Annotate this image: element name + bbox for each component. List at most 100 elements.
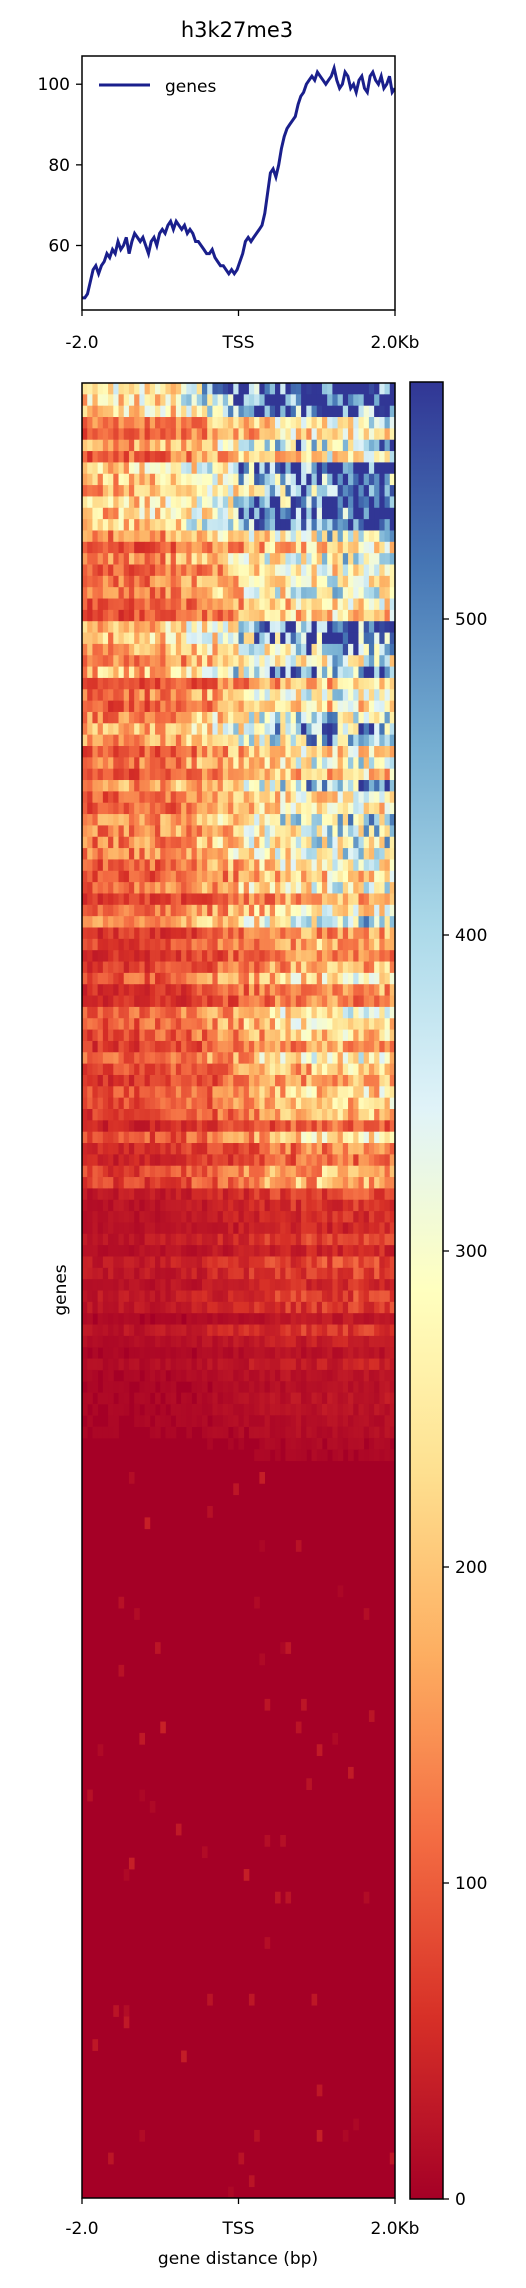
heatmap-cell <box>264 394 271 407</box>
heatmap-cell <box>389 1211 396 1223</box>
heatmap-cell <box>259 984 265 996</box>
heatmap-cell <box>108 1006 114 1019</box>
heatmap-cell <box>311 507 318 520</box>
heatmap-cell <box>128 836 135 849</box>
heatmap-cell <box>186 587 192 599</box>
heatmap-cell <box>118 1074 125 1087</box>
heatmap-cell <box>82 1256 88 1269</box>
heatmap-cell <box>134 1018 140 1030</box>
heatmap-cell <box>384 394 391 407</box>
heatmap-cell <box>217 1279 224 1291</box>
heatmap-cell <box>196 995 203 1008</box>
heatmap-cell <box>108 1086 114 1099</box>
heatmap-cell <box>222 802 229 815</box>
heatmap-cell <box>212 507 219 520</box>
heatmap-cell <box>337 609 344 622</box>
heatmap-cell <box>201 1109 208 1121</box>
heatmap-cell <box>316 405 323 418</box>
heatmap-cell <box>160 1267 166 1280</box>
heatmap-cell <box>295 632 302 645</box>
heatmap-cell <box>212 405 219 418</box>
heatmap-cell <box>348 1006 354 1019</box>
heatmap-cell <box>290 1279 297 1291</box>
heatmap-cell <box>269 621 276 633</box>
heatmap-cell <box>254 496 260 509</box>
heatmap-cell <box>186 1109 192 1121</box>
heatmap-cell <box>259 746 265 758</box>
heatmap-cell <box>212 1165 219 1178</box>
heatmap-cell <box>384 553 391 565</box>
heatmap-cell <box>363 405 370 418</box>
profile-x-tick-label: TSS <box>222 333 255 353</box>
heatmap-cell <box>97 1109 104 1121</box>
heatmap-cell <box>92 1018 99 1030</box>
heatmap-cell <box>368 485 375 497</box>
heatmap-cell <box>144 1188 151 1201</box>
heatmap-cell <box>295 1086 302 1099</box>
heatmap-cell <box>280 655 286 667</box>
heatmap-cell <box>191 1063 198 1076</box>
heatmap-cell <box>384 609 391 622</box>
heatmap-cell <box>264 417 271 429</box>
heatmap-cell <box>321 519 328 531</box>
heatmap-cell <box>259 870 265 883</box>
heatmap-cell <box>108 689 114 702</box>
heatmap-cell <box>301 950 307 962</box>
heatmap-cell <box>102 746 109 758</box>
heatmap-cell <box>342 530 349 543</box>
heatmap-cell <box>332 394 339 407</box>
heatmap-cell <box>374 689 380 702</box>
heatmap-cell <box>321 462 328 475</box>
heatmap-cell <box>139 1018 145 1030</box>
heatmap-cell <box>186 814 192 826</box>
heatmap-cell <box>217 621 224 633</box>
heatmap-cell <box>134 848 140 860</box>
heatmap-cell <box>353 1109 359 1121</box>
heatmap-cell <box>295 1256 302 1269</box>
heatmap-cell <box>123 711 130 724</box>
heatmap-cell <box>285 564 292 577</box>
heatmap-cell <box>186 995 192 1008</box>
heatmap-cell <box>269 1006 276 1019</box>
heatmap-cell <box>212 1086 219 1099</box>
heatmap-cell <box>248 575 255 588</box>
heatmap-cell <box>191 768 198 781</box>
heatmap-cell <box>196 1245 203 1257</box>
heatmap-cell <box>175 1109 182 1121</box>
heatmap-cell <box>134 496 140 509</box>
heatmap-cell <box>97 666 104 679</box>
heatmap-cell <box>196 1199 203 1212</box>
heatmap-cell <box>123 768 130 781</box>
heatmap-cell <box>327 950 333 962</box>
heatmap-cell <box>201 734 208 747</box>
heatmap-cell <box>233 723 239 736</box>
heatmap-cell <box>222 1290 229 1303</box>
heatmap-cell <box>301 507 307 520</box>
heatmap-cell <box>92 689 99 702</box>
heatmap-cell <box>337 1131 344 1144</box>
heatmap-cell <box>243 904 250 917</box>
heatmap-cell <box>358 1177 365 1189</box>
heatmap-cell <box>238 1052 245 1065</box>
heatmap-cell <box>248 439 255 452</box>
heatmap-cell <box>306 1052 312 1065</box>
heatmap-cell <box>301 473 307 486</box>
heatmap-cell <box>134 1040 140 1053</box>
heatmap-cell <box>384 1029 391 1042</box>
heatmap-cell <box>295 791 302 804</box>
heatmap-cell <box>295 916 302 928</box>
heatmap-cell <box>290 984 297 996</box>
heatmap-cell <box>363 859 370 872</box>
heatmap-cell <box>280 870 286 883</box>
heatmap-cell <box>233 802 239 815</box>
heatmap-cell <box>155 405 161 418</box>
heatmap-cell <box>295 1245 302 1257</box>
heatmap-cell <box>118 575 125 588</box>
heatmap-cell <box>353 1256 359 1269</box>
heatmap-cell <box>165 383 172 395</box>
heatmap-cell <box>233 496 239 509</box>
heatmap-cell <box>191 825 198 838</box>
heatmap-cell <box>212 825 219 838</box>
heatmap-cell <box>123 1211 130 1223</box>
heatmap-cell <box>149 666 156 679</box>
